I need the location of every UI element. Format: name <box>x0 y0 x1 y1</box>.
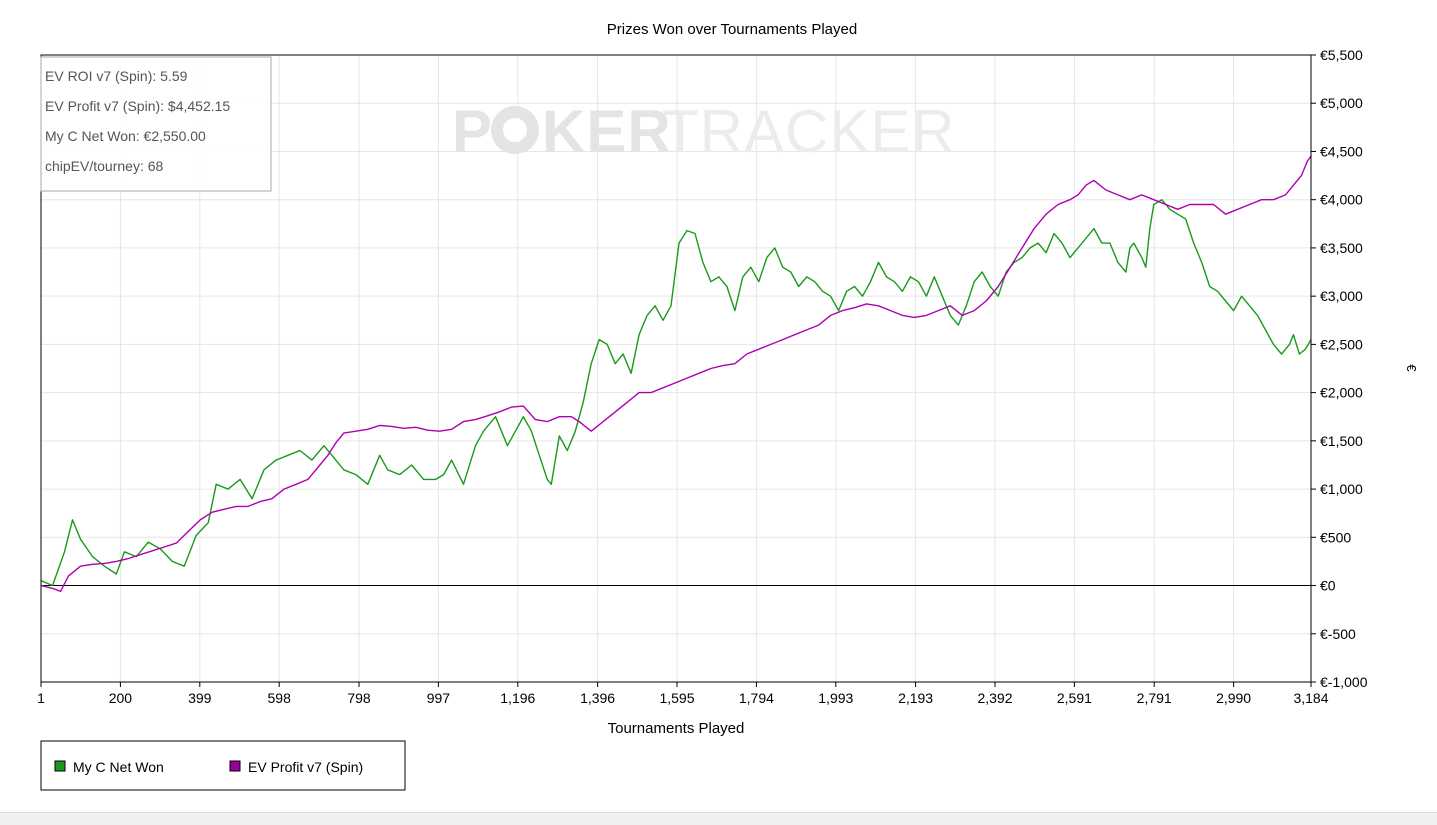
legend-label-ev-profit: EV Profit v7 (Spin) <box>248 759 363 775</box>
y-tick-label: €4,500 <box>1320 143 1363 159</box>
x-tick-label: 2,392 <box>977 690 1012 706</box>
x-tick-label: 2,990 <box>1216 690 1251 706</box>
legend-label-my-c-net-won: My C Net Won <box>73 759 164 775</box>
svg-text:KER: KER <box>542 98 672 165</box>
x-tick-label: 1,595 <box>659 690 694 706</box>
info-chipev: chipEV/tourney: 68 <box>45 158 164 174</box>
tick-labels: 1 200 399 598 798 997 1,196 1,396 1,595 1,794 1,99… <box>37 47 1368 706</box>
bottom-status-strip <box>0 812 1437 825</box>
series-line-ev-profit <box>40 155 1312 592</box>
info-net-won: My C Net Won: €2,550.00 <box>45 128 206 144</box>
x-tick-label: 798 <box>347 690 371 706</box>
y-tick-label: €5,000 <box>1320 95 1363 111</box>
x-tick-label: 399 <box>188 690 212 706</box>
chart-title: Prizes Won over Tournaments Played <box>607 21 857 38</box>
x-tick-label: 1,196 <box>500 690 535 706</box>
plot-frame <box>40 54 1312 683</box>
x-tick-label: 1,993 <box>818 690 853 706</box>
x-axis-label: Tournaments Played <box>608 720 745 737</box>
y-tick-label: €500 <box>1320 529 1351 545</box>
x-tick-label: 3,184 <box>1293 690 1328 706</box>
y-tick-label: €2,500 <box>1320 336 1363 352</box>
y-tick-label: €3,500 <box>1320 240 1363 256</box>
legend: My C Net Won EV Profit v7 (Spin) <box>40 740 406 791</box>
y-axis-label: € <box>1404 364 1419 372</box>
x-tick-label: 598 <box>268 690 292 706</box>
legend-swatch-my-c-net-won <box>54 760 66 772</box>
x-tick-label: 997 <box>427 690 451 706</box>
y-tick-label: €4,000 <box>1320 192 1363 208</box>
axes <box>40 54 1312 683</box>
x-tick-label: 200 <box>109 690 133 706</box>
y-tick-label: €0 <box>1320 578 1336 594</box>
x-tick-label: 2,791 <box>1137 690 1172 706</box>
svg-text:TRACKER: TRACKER <box>662 98 956 165</box>
x-tick-label: 2,193 <box>898 690 933 706</box>
y-tick-label: €-500 <box>1320 626 1356 642</box>
series-layer <box>40 155 1312 592</box>
info-ev-profit: EV Profit v7 (Spin): $4,452.15 <box>45 98 230 114</box>
y-tick-label: €1,000 <box>1320 481 1363 497</box>
x-tick-label: 1 <box>37 690 45 706</box>
y-tick-label: €3,000 <box>1320 288 1363 304</box>
pokertracker-watermark-logo: P KER TRACKER <box>452 98 956 165</box>
x-tick-label: 2,591 <box>1057 690 1092 706</box>
info-ev-roi: EV ROI v7 (Spin): 5.59 <box>45 68 188 84</box>
stats-info-box: EV ROI v7 (Spin): 5.59 EV Profit v7 (Spi… <box>40 56 272 192</box>
y-tick-label: €-1,000 <box>1320 674 1368 690</box>
y-tick-label: €5,500 <box>1320 47 1363 63</box>
y-tick-label: €2,000 <box>1320 385 1363 401</box>
legend-swatch-ev-profit <box>229 760 241 772</box>
y-tick-label: €1,500 <box>1320 433 1363 449</box>
x-tick-label: 1,794 <box>739 690 774 706</box>
svg-text:P: P <box>452 98 493 165</box>
x-tick-label: 1,396 <box>580 690 615 706</box>
series-line-my-c-net-won <box>40 199 1312 587</box>
